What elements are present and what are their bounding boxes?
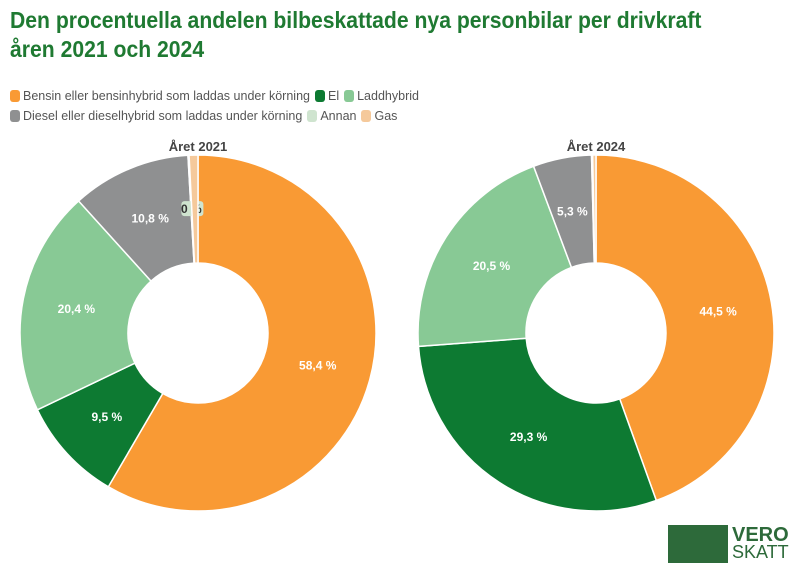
- legend-label: El: [327, 89, 340, 103]
- data-label: 20,4 %: [58, 302, 96, 316]
- data-label: 58,4 %: [299, 358, 337, 372]
- legend-swatch: [307, 110, 318, 122]
- logo-text: SKATT: [732, 542, 789, 562]
- legend-label: Bensin eller bensinhybrid som laddas und…: [23, 89, 310, 103]
- slice-5: [188, 154, 199, 264]
- vero-skatt-logo: VERO SKATT: [668, 525, 789, 563]
- legend-swatch: [314, 90, 325, 102]
- logo-emblem-icon: [668, 525, 728, 563]
- legend-label: Annan: [320, 109, 357, 123]
- legend-label: Laddhybrid: [357, 89, 419, 103]
- logo-text: VERO: [732, 524, 789, 546]
- data-label: 9,5 %: [91, 410, 122, 424]
- legend-item: El: [314, 87, 340, 105]
- legend: Bensin eller bensinhybrid som laddas und…: [10, 87, 480, 127]
- slice-2: [19, 199, 153, 411]
- legend-item: Diesel eller dieselhybrid som laddas und…: [10, 107, 302, 125]
- legend-label: Gas: [374, 109, 398, 123]
- data-label: 10,8 %: [132, 212, 170, 226]
- data-label: 29,3 %: [510, 430, 548, 444]
- legend-item: Annan: [307, 107, 356, 125]
- donut-title: Året 2021: [169, 139, 228, 154]
- slice-2: [417, 165, 573, 348]
- data-label: 5,3 %: [557, 204, 588, 218]
- slice-5: [591, 154, 597, 264]
- legend-swatch: [344, 90, 355, 102]
- legend-item: Laddhybrid: [344, 87, 419, 105]
- legend-swatch: [10, 90, 20, 102]
- legend-item: Gas: [361, 107, 397, 125]
- legend-item: Bensin eller bensinhybrid som laddas und…: [10, 87, 310, 105]
- legend-swatch: [361, 110, 372, 122]
- data-label: 20,5 %: [473, 259, 511, 273]
- slice-1: [417, 337, 658, 512]
- slice-0: [107, 154, 377, 512]
- legend-swatch: [10, 110, 20, 122]
- donut-title: Året 2024: [567, 139, 626, 154]
- data-label: 44,5 %: [699, 305, 737, 319]
- chart-title: Den procentuella andelen bilbeskattade n…: [10, 7, 702, 62]
- slice-0: [595, 154, 775, 502]
- legend-label: Diesel eller dieselhybrid som laddas und…: [23, 109, 303, 123]
